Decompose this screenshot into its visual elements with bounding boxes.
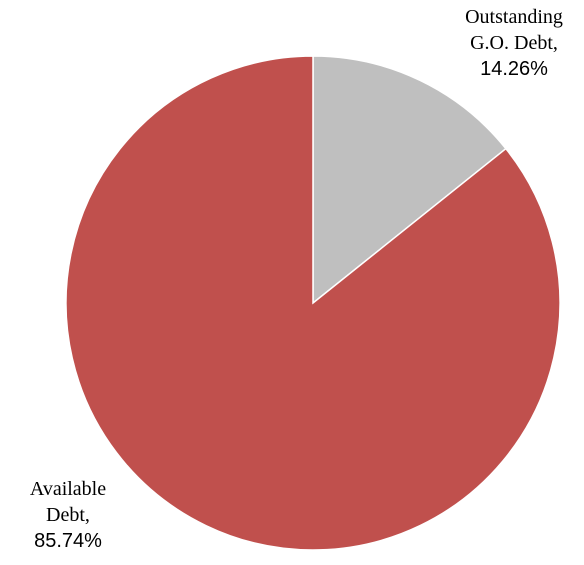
data-label-available-line-2: Debt, [46,504,90,526]
data-label-available-line-1: Available [29,478,107,500]
data-label-outstanding-percent: 14.26% [480,58,548,80]
data-label-available-debt: Available Debt, 85.74% [0,476,140,554]
pie-slice-outstanding-go-debt [312,55,507,305]
data-label-outstanding-line-1: Outstanding [465,6,563,28]
data-label-available-percent: 85.74% [34,530,102,552]
data-label-outstanding-line-2: G.O. Debt, [470,32,558,54]
data-label-outstanding-go-debt: Outstanding G.O. Debt, 14.26% [440,4,584,82]
pie-slice-available-debt [65,55,561,551]
